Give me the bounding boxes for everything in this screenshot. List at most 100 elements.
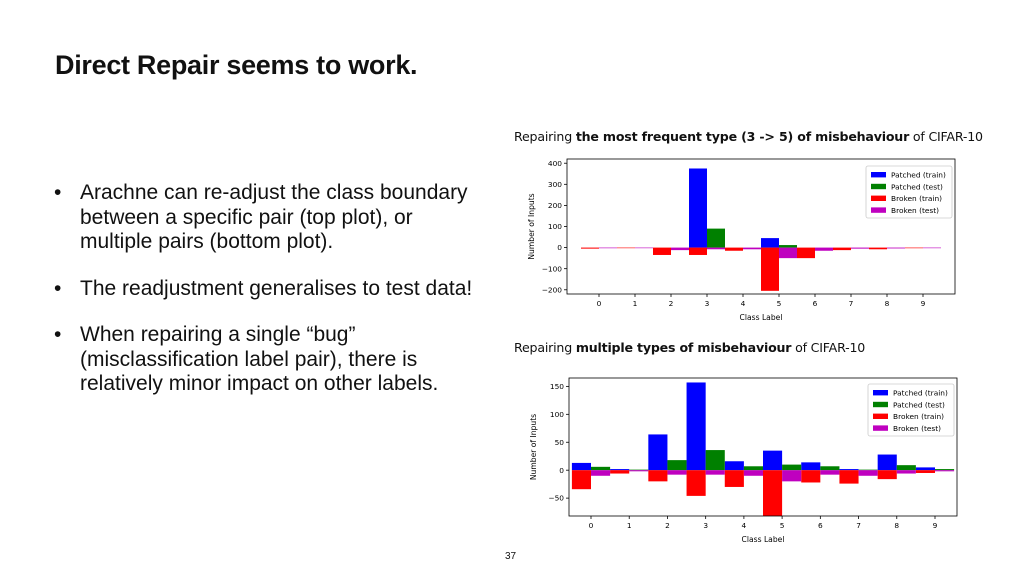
bar-patched-train-7 — [839, 469, 859, 471]
bar-broken-train-7 — [839, 470, 859, 484]
bar-broken-test-7 — [851, 247, 869, 249]
bar-broken-train-5 — [763, 470, 783, 516]
bullet-item: • The readjustment generalises to test da… — [54, 277, 474, 302]
legend-label: Broken (test) — [891, 206, 939, 215]
x-tick-label: 6 — [818, 521, 823, 530]
y-tick-label: −200 — [542, 285, 563, 294]
legend-label: Broken (train) — [891, 194, 942, 203]
bullet-item: • When repairing a single “bug” (misclass… — [54, 323, 474, 397]
legend-swatch — [873, 390, 888, 396]
bar-broken-test-3 — [707, 247, 725, 250]
y-axis-label: Number of Inputs — [529, 414, 538, 480]
legend-swatch — [871, 172, 886, 178]
legend-box — [867, 383, 955, 437]
bullet-list: • Arachne can re-adjust the class boundar… — [54, 181, 474, 419]
bar-patched-train-2 — [648, 434, 668, 471]
bar-broken-train-9 — [915, 470, 935, 473]
bar-patched-train-6 — [801, 462, 821, 471]
x-tick-label: 1 — [627, 521, 632, 530]
bar-patched-test-4 — [743, 466, 763, 471]
bar-patched-test-6 — [820, 466, 840, 471]
x-axis-label: Class Label — [740, 313, 783, 322]
bar-patched-train-8 — [877, 454, 897, 471]
bar-broken-test-3 — [705, 470, 725, 475]
y-tick-label: −100 — [542, 264, 563, 273]
bottom-bar-chart: −50 0 50 100 150 0 1 2 3 4 5 6 7 8 9 Class Label Number … — [529, 377, 958, 544]
bullet-dot: • — [54, 276, 62, 300]
x-tick-label: 5 — [777, 299, 782, 308]
top-bar-chart: −200 −100 0 100 200 300 400 0 1 2 3 4 5 6 7 8 9 Class Lab… — [527, 158, 956, 322]
bar-broken-test-1 — [629, 470, 649, 472]
bar-patched-train-3 — [689, 168, 707, 248]
bar-broken-train-2 — [648, 470, 668, 482]
bullet-text: When repairing a single “bug” (misclassi… — [80, 323, 439, 395]
bar-broken-train-6 — [801, 470, 821, 483]
x-tick-label: 2 — [665, 521, 670, 530]
x-tick-label: 5 — [780, 521, 785, 530]
legend-swatch — [871, 195, 886, 201]
y-tick-label: 50 — [555, 438, 565, 447]
legend-swatch — [873, 413, 888, 419]
axes-frame — [568, 377, 958, 517]
legend-label: Broken (test) — [893, 424, 941, 433]
y-tick-label: 100 — [548, 222, 562, 231]
x-axis-label: Class Label — [742, 535, 785, 544]
bar-broken-train-0 — [571, 470, 591, 490]
y-tick-label: 200 — [548, 201, 562, 210]
bar-broken-test-5 — [779, 247, 797, 259]
bar-broken-train-9 — [905, 247, 923, 249]
bar-patched-train-1 — [610, 469, 630, 471]
bar-patched-train-9 — [915, 467, 935, 471]
bottom-plot-caption: Repairing multiple types of misbehaviour… — [514, 340, 866, 355]
bullet-dot: • — [54, 323, 62, 346]
page-number: 37 — [505, 551, 517, 562]
legend-label: Broken (train) — [893, 412, 944, 421]
legend-box — [865, 165, 953, 219]
bar-patched-train-0 — [571, 462, 591, 471]
bar-broken-train-4 — [725, 247, 743, 251]
bar-patched-train-5 — [761, 238, 779, 248]
bar-broken-test-6 — [820, 470, 840, 475]
bar-broken-train-0 — [581, 247, 599, 249]
y-tick-label: 0 — [559, 466, 564, 475]
bar-patched-test-5 — [779, 245, 797, 248]
x-tick-label: 7 — [849, 299, 854, 308]
y-tick-label: −50 — [548, 494, 564, 503]
bar-broken-test-1 — [635, 247, 653, 249]
bar-patched-test-0 — [591, 466, 611, 471]
x-tick-label: 7 — [856, 521, 861, 530]
bar-broken-test-6 — [815, 247, 833, 251]
bar-broken-train-3 — [689, 247, 707, 255]
x-tick-label: 3 — [705, 299, 710, 308]
bar-patched-test-1 — [629, 469, 649, 471]
bar-broken-test-5 — [782, 470, 802, 482]
x-tick-label: 3 — [703, 521, 708, 530]
bar-broken-test-9 — [935, 470, 955, 472]
bar-patched-test-3 — [705, 450, 725, 471]
top-plot-caption: Repairing the most frequent type (3 -> 5… — [514, 129, 983, 144]
bar-broken-train-1 — [610, 470, 630, 474]
bar-broken-train-7 — [833, 247, 851, 251]
bar-patched-train-4 — [724, 461, 744, 471]
bar-broken-train-5 — [761, 247, 779, 291]
bullet-item: • Arachne can re-adjust the class boundar… — [54, 181, 474, 255]
bar-broken-train-8 — [869, 247, 887, 250]
bar-broken-test-4 — [743, 470, 763, 476]
x-tick-label: 1 — [633, 299, 638, 308]
x-tick-label: 9 — [921, 299, 926, 308]
y-tick-label: 0 — [557, 243, 562, 252]
x-tick-label: 2 — [669, 299, 674, 308]
x-tick-label: 4 — [742, 521, 747, 530]
x-tick-label: 6 — [813, 299, 818, 308]
x-tick-label: 9 — [933, 521, 938, 530]
bullet-dot: • — [54, 181, 62, 204]
bar-patched-test-3 — [707, 228, 725, 248]
bar-patched-test-2 — [667, 460, 687, 471]
legend-label: Patched (train) — [891, 171, 946, 180]
bar-patched-test-8 — [896, 465, 916, 471]
bar-patched-train-3 — [686, 382, 706, 471]
bar-broken-train-3 — [686, 470, 706, 496]
bar-broken-test-2 — [667, 470, 687, 475]
bar-broken-train-6 — [797, 247, 815, 259]
legend-label: Patched (train) — [893, 389, 948, 398]
